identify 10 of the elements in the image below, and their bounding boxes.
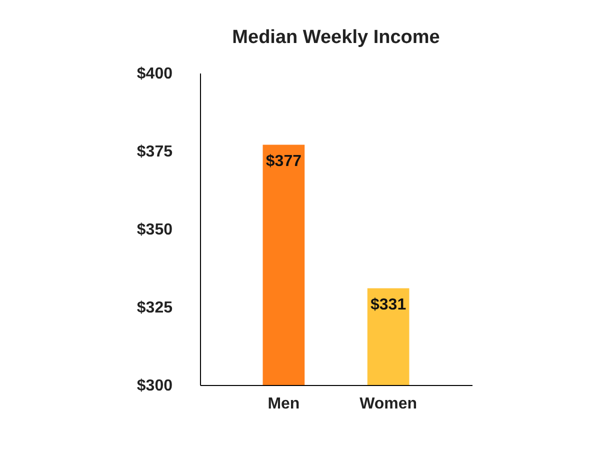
data-label: $377: [266, 152, 302, 170]
data-label: $331: [370, 296, 406, 314]
y-tick-label: $350: [136, 222, 173, 238]
chart-title: Median Weekly Income: [232, 27, 440, 48]
y-tick-label: $375: [136, 144, 173, 160]
x-tick-label: Men: [268, 396, 300, 412]
x-tick-label: Women: [360, 396, 418, 412]
y-tick-label: $325: [136, 300, 173, 316]
y-tick-label: $300: [136, 378, 173, 394]
y-tick-label: $400: [136, 66, 173, 82]
